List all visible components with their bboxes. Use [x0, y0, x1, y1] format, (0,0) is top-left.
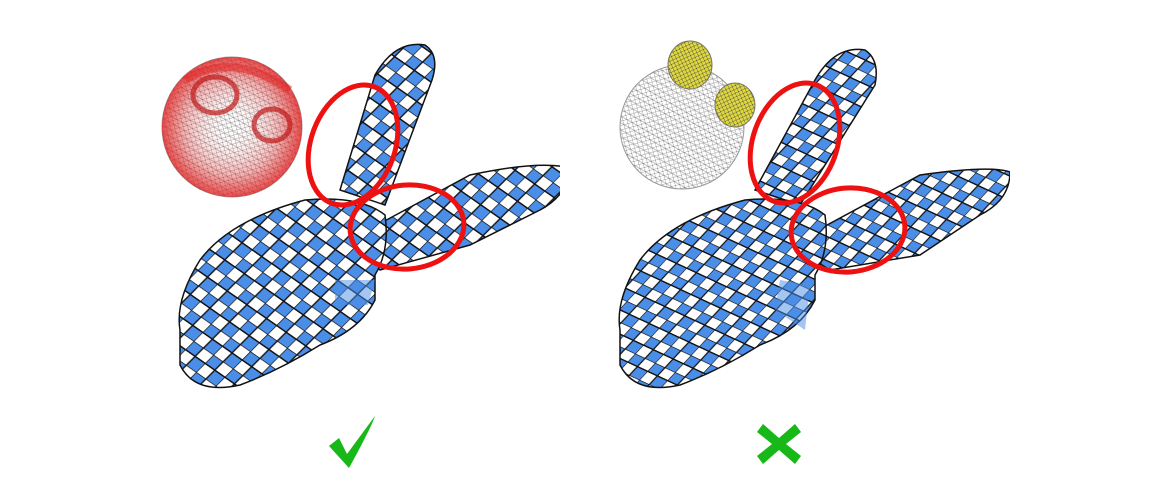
panel-bad-result: [450, 0, 1010, 492]
inset-cluster-sphere: [619, 40, 756, 190]
highlight-circle-upper: [305, 82, 401, 208]
highlight-circle-right: [788, 185, 908, 275]
highlight-circle-right: [347, 182, 467, 272]
checkerboard-mesh: [618, 48, 1010, 389]
inset-distortion-sphere: [161, 56, 303, 198]
panel-good-result: [0, 0, 560, 492]
checkerboard-mesh: [178, 43, 560, 389]
highlight-circle-upper: [747, 80, 843, 206]
cross-icon: [757, 424, 801, 464]
checkmark-icon: [329, 416, 375, 468]
